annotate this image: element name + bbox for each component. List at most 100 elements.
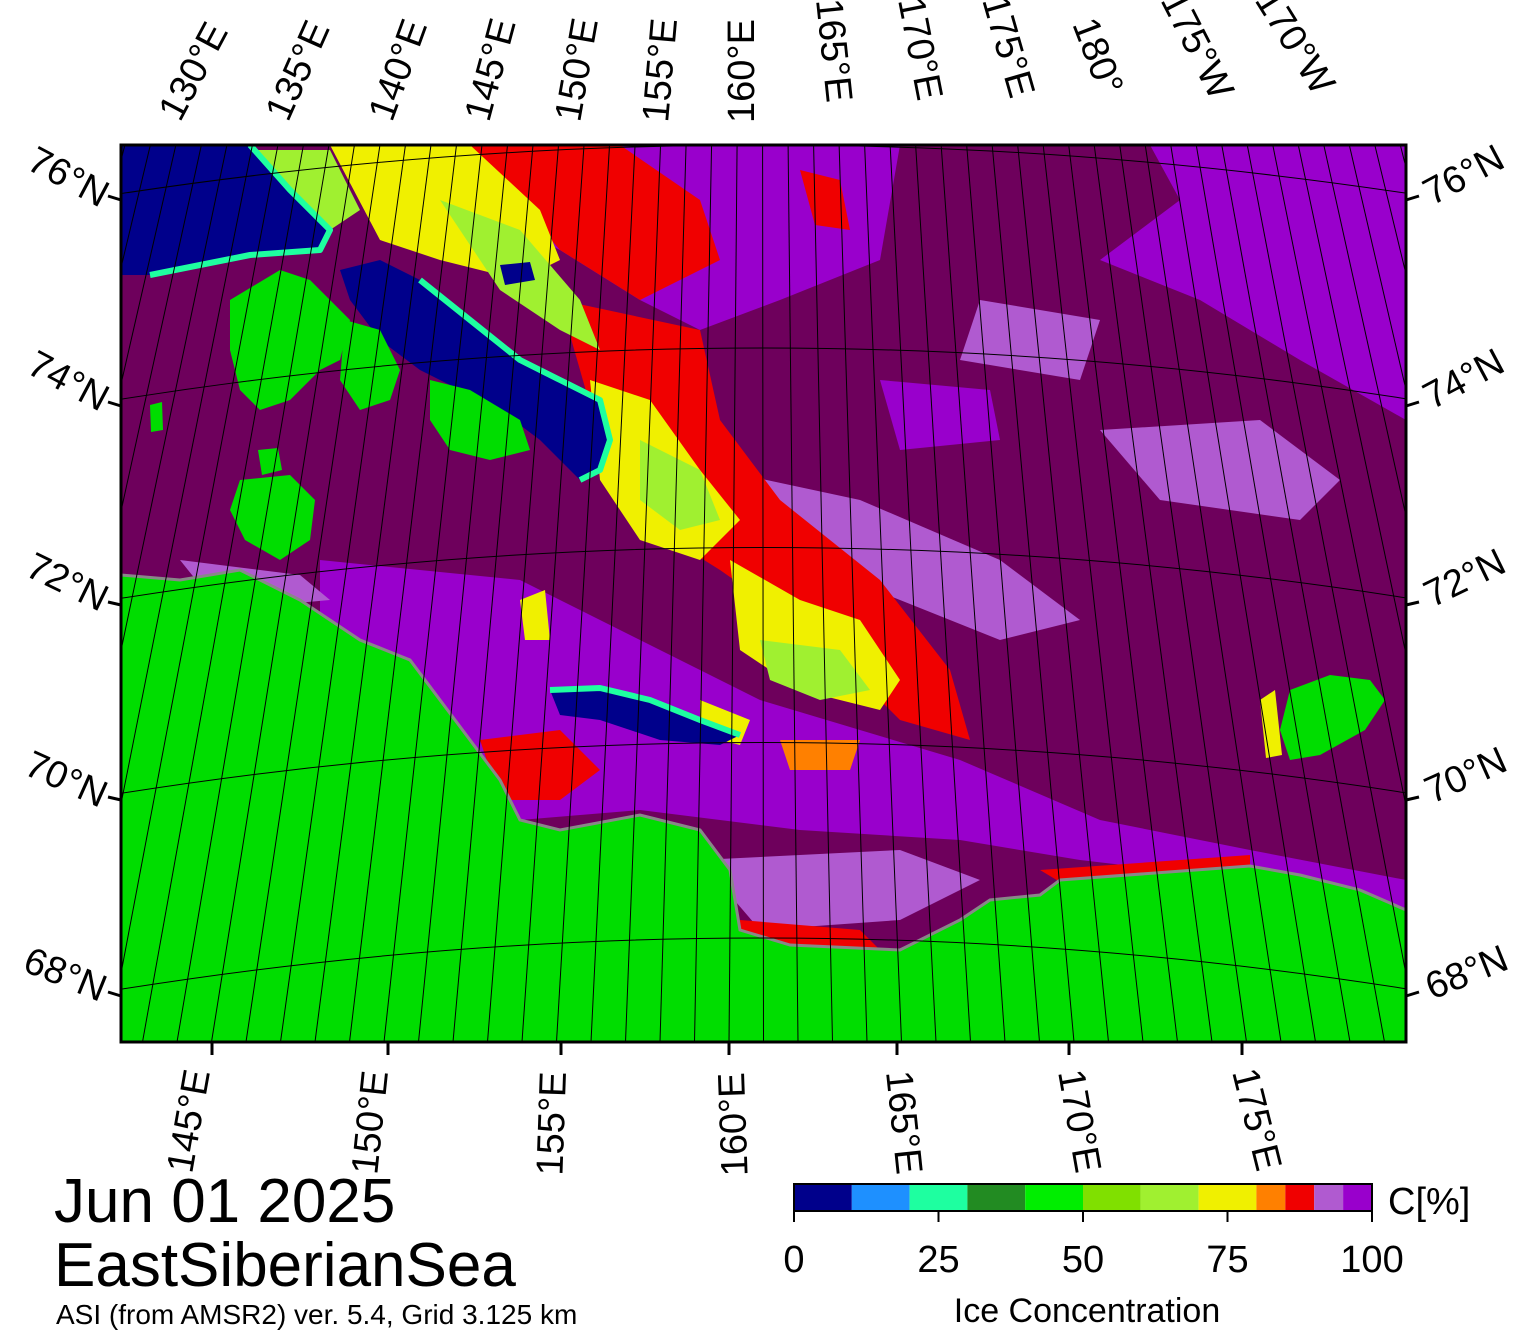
- meridian-line: [838, 145, 868, 1042]
- bottom-lon-label: 170°E: [1049, 1066, 1108, 1176]
- top-lon-label: 140°E: [361, 14, 436, 126]
- left-latitude-labels: 76°N 74°N 72°N 70°N 68°N: [18, 139, 116, 1010]
- meridian-line: [121, 145, 253, 807]
- land: [121, 270, 1406, 1042]
- colorbar-bin: [909, 1184, 968, 1211]
- meridian-line: [245, 145, 381, 1042]
- left-lat-label: 76°N: [21, 139, 116, 216]
- map-frame: [119, 143, 1408, 1044]
- meridian-line: [1272, 145, 1406, 809]
- colorbar-ticks: [793, 1211, 1373, 1222]
- meridian-line: [383, 145, 483, 1042]
- top-lon-label: 130°E: [151, 16, 237, 128]
- meridian-line: [314, 145, 432, 1042]
- colorbar-bin: [794, 1184, 852, 1211]
- meridian-line: [176, 145, 330, 1042]
- top-lon-label: 150°E: [548, 15, 607, 125]
- left-lat-label: 68°N: [18, 940, 112, 1011]
- bottom-lon-label: 165°E: [877, 1069, 930, 1177]
- meridian-line: [915, 145, 971, 1042]
- top-lon-label: 155°E: [635, 17, 686, 124]
- meridian-line: [521, 145, 585, 1042]
- colorbar: 0 25 50 75 100 C[%] Ice Concentration: [783, 1181, 1470, 1330]
- top-lon-label: 160°E: [721, 19, 763, 123]
- colorbar-tick-label: 100: [1340, 1239, 1403, 1281]
- colorbar-bin: [1314, 1184, 1344, 1211]
- graticule: [121, 145, 1406, 1042]
- colorbar-tick-label: 75: [1206, 1239, 1248, 1281]
- meridian-line: [487, 145, 560, 1042]
- frame-ticks: [107, 194, 1420, 1055]
- bottom-lon-label: 150°E: [344, 1069, 397, 1177]
- top-lon-label: 170°W: [1246, 0, 1342, 102]
- open-water: [121, 145, 740, 745]
- left-lat-label: 70°N: [19, 743, 114, 816]
- low-ice-rim: [149, 145, 742, 738]
- right-lat-label: 72°N: [1418, 541, 1513, 616]
- meridian-line: [864, 145, 902, 1042]
- latitude-line: [121, 547, 1406, 599]
- left-lat-label: 72°N: [20, 545, 115, 620]
- bottom-lon-label: 160°E: [711, 1072, 757, 1177]
- meridian-line: [121, 145, 202, 514]
- right-lat-label: 76°N: [1417, 137, 1512, 214]
- yellow-green-ice-band: [250, 145, 1282, 758]
- data-source: ASI (from AMSR2) ver. 5.4, Grid 3.125 km: [56, 1299, 578, 1330]
- map-date: Jun 01 2025: [54, 1167, 396, 1236]
- right-latitude-labels: 76°N 74°N 72°N 70°N 68°N: [1417, 137, 1515, 1008]
- top-lon-label: 165°E: [807, 0, 860, 104]
- colorbar-bin: [1343, 1184, 1372, 1211]
- colorbar-tick-label: 50: [1062, 1239, 1104, 1281]
- colorbar-bin: [1083, 1184, 1141, 1211]
- colorbar-tick-label: 25: [917, 1239, 959, 1281]
- meridian-line: [1068, 145, 1178, 1042]
- map-panel: [121, 145, 1406, 1042]
- top-lon-label: 175°E: [973, 0, 1042, 102]
- bottom-lon-label: 155°E: [529, 1071, 575, 1176]
- top-longitude-labels: 130°E 135°E 140°E 145°E 150°E 155°E 160°…: [151, 0, 1343, 127]
- meridian-line: [940, 145, 1006, 1042]
- meridian-line: [694, 145, 713, 1042]
- right-lat-label: 68°N: [1420, 938, 1514, 1009]
- meridian-line: [280, 145, 406, 1042]
- top-lon-label: 170°E: [889, 0, 950, 104]
- meridian-line: [787, 145, 799, 1042]
- colorbar-label: Ice Concentration: [954, 1292, 1221, 1330]
- colorbar-bin: [1025, 1184, 1083, 1211]
- meridian-line: [142, 145, 304, 1042]
- meridian-line: [1246, 145, 1406, 977]
- right-lat-label: 74°N: [1417, 341, 1512, 418]
- right-lat-label: 70°N: [1419, 739, 1514, 812]
- meridian-line: [991, 145, 1075, 1042]
- meridian-line: [1323, 145, 1406, 519]
- meridian-line: [211, 145, 355, 1042]
- meridian-line: [1042, 145, 1144, 1042]
- latitude-line: [121, 145, 1406, 195]
- meridian-line: [762, 145, 764, 1042]
- colorbar-tick-label: 0: [783, 1239, 804, 1281]
- colorbar-bin: [1140, 1184, 1199, 1211]
- colorbar-unit: C[%]: [1388, 1181, 1470, 1223]
- meridian-line: [1170, 145, 1316, 1042]
- meridian-line: [349, 145, 457, 1042]
- left-lat-label: 74°N: [21, 343, 116, 420]
- region-name: EastSiberianSea: [54, 1231, 516, 1300]
- colorbar-bin: [967, 1184, 1026, 1211]
- meridian-line: [556, 145, 611, 1042]
- meridian-line: [1093, 145, 1213, 1042]
- latitude-line: [121, 937, 1406, 990]
- meridian-line: [889, 145, 937, 1042]
- meridian-line: [659, 145, 687, 1042]
- meridian-line: [625, 145, 662, 1042]
- colorbar-bins: [794, 1184, 1372, 1211]
- top-lon-label: 135°E: [258, 15, 339, 127]
- meridian-line: [590, 145, 636, 1042]
- meridian-line: [1221, 145, 1385, 1042]
- meridian-line: [1119, 145, 1247, 1042]
- bottom-longitude-labels: 145°E 150°E 155°E 160°E 165°E 170°E 175°…: [159, 1064, 1289, 1177]
- meridian-line: [1195, 145, 1351, 1042]
- meridian-line: [121, 145, 228, 653]
- colorbar-bin: [1285, 1184, 1315, 1211]
- colorbar-bin: [851, 1184, 910, 1211]
